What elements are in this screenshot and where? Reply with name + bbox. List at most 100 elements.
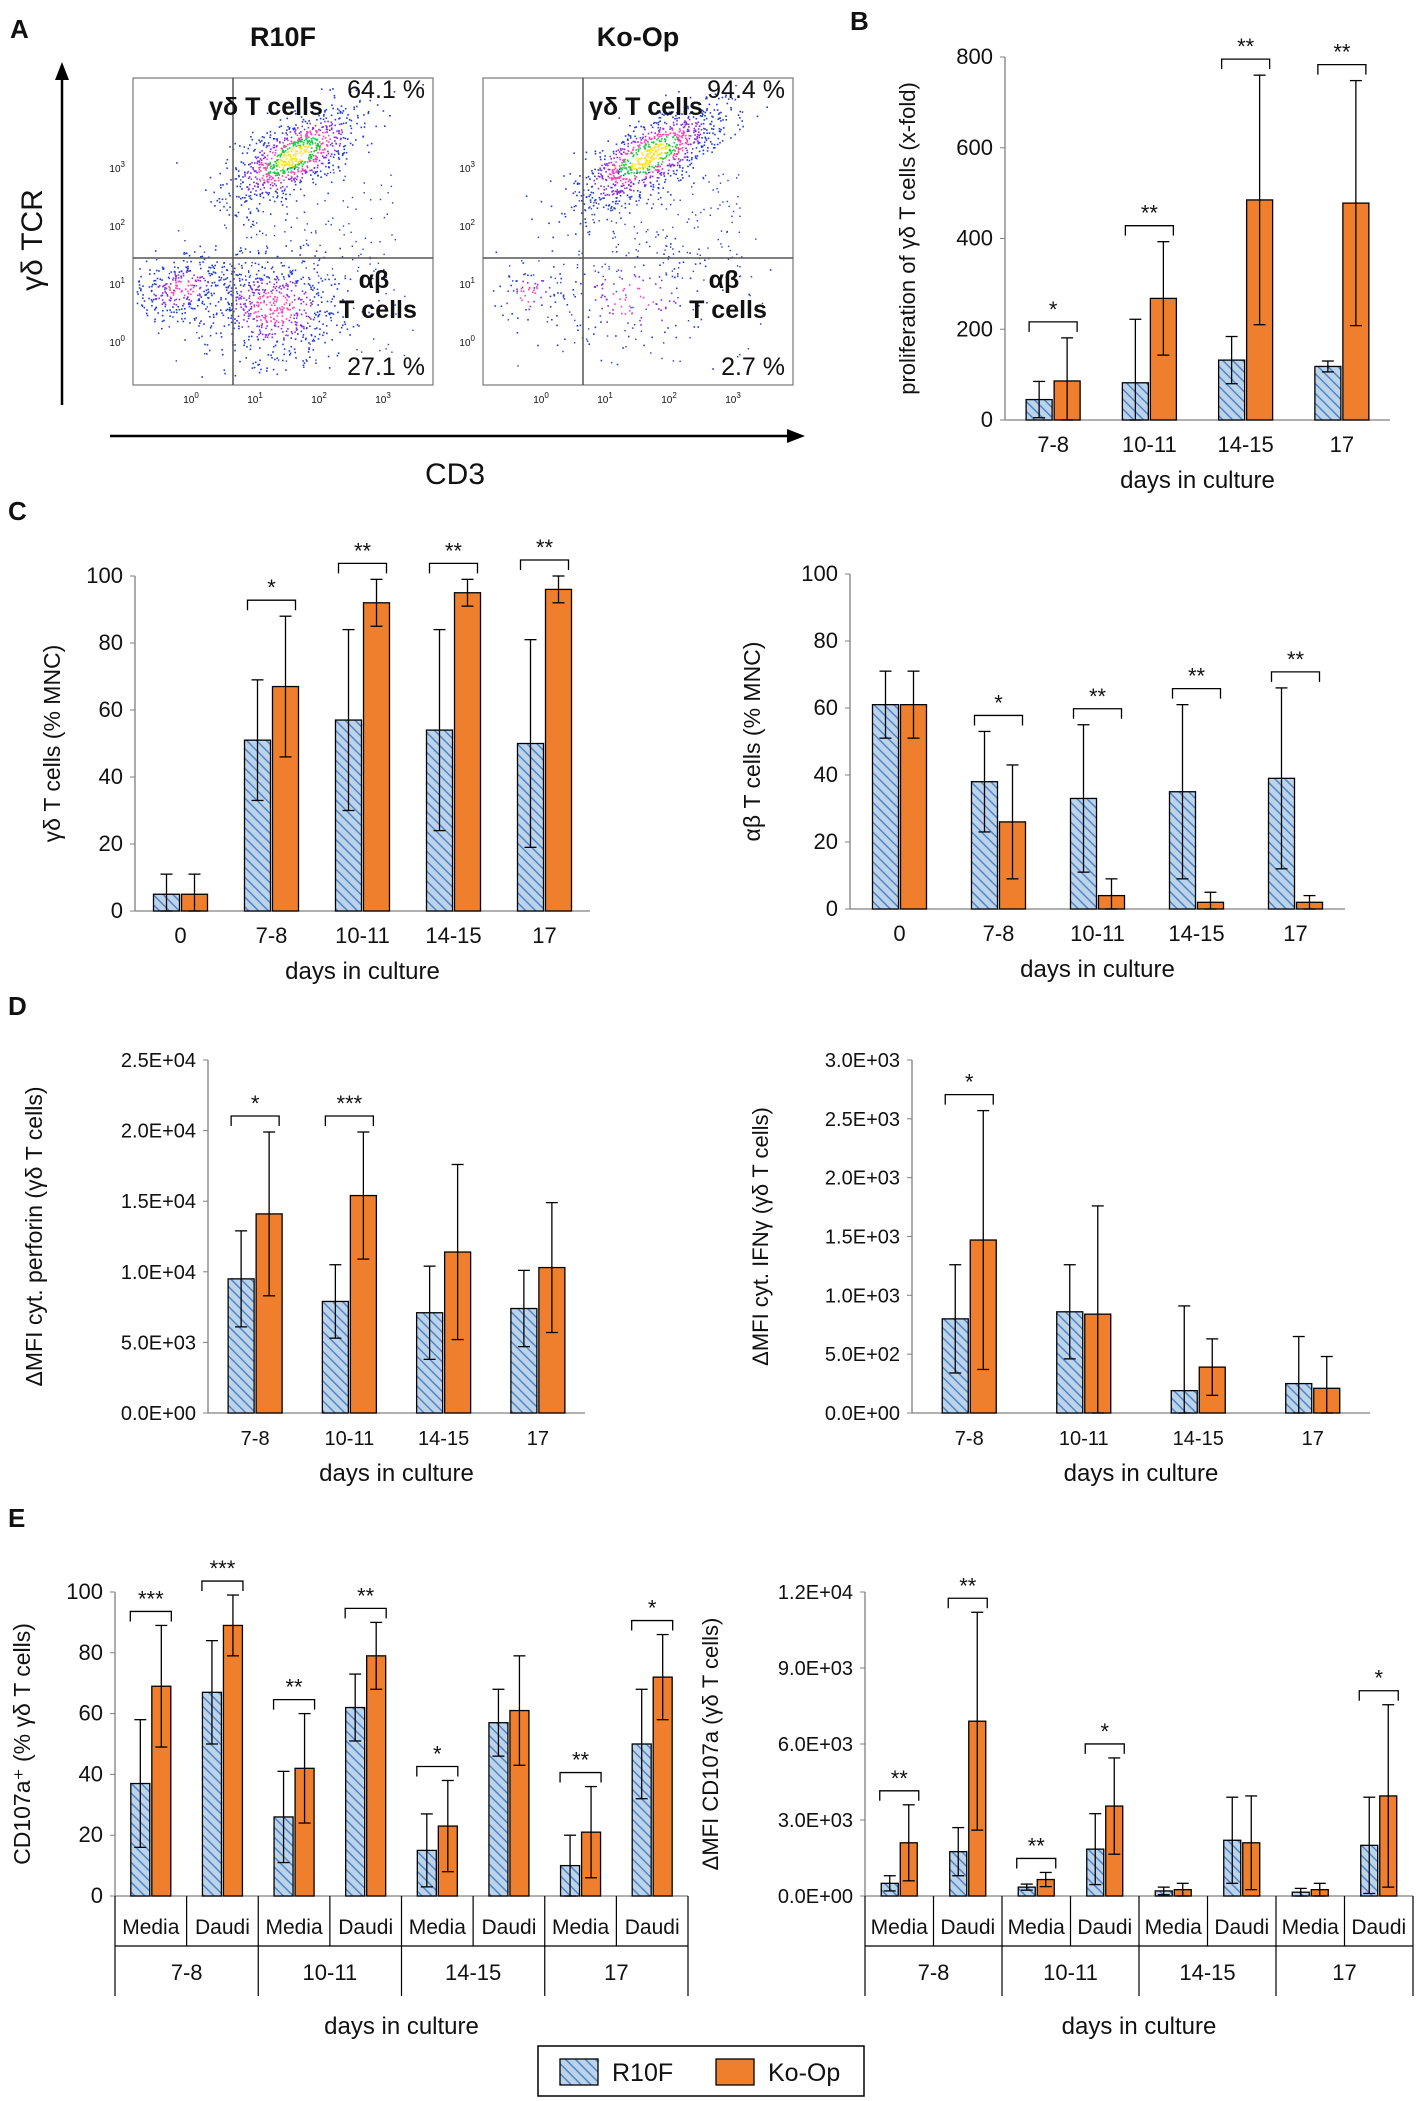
event-dot xyxy=(275,285,278,288)
event-dot xyxy=(699,262,701,265)
significance-bracket xyxy=(1072,708,1123,719)
event-dot xyxy=(601,176,603,179)
event-dot xyxy=(270,178,273,181)
event-dot xyxy=(274,154,276,156)
event-dot xyxy=(175,309,178,311)
event-dot xyxy=(276,299,278,301)
event-dot xyxy=(227,285,230,288)
event-dot xyxy=(620,270,623,272)
event-dot xyxy=(258,252,260,254)
event-dot xyxy=(698,134,700,137)
event-dot xyxy=(225,278,227,280)
event-dot xyxy=(659,133,662,136)
y-tick-label: 9.0E+03 xyxy=(778,1658,853,1680)
event-dot xyxy=(291,332,294,335)
event-dot xyxy=(307,131,309,134)
event-dot xyxy=(240,161,243,163)
event-dot xyxy=(725,119,728,121)
event-dot xyxy=(251,261,253,264)
event-dot xyxy=(287,334,289,337)
event-dot xyxy=(299,324,302,326)
event-dot xyxy=(573,209,575,212)
event-dot xyxy=(624,313,627,315)
significance-mark: ** xyxy=(354,538,372,563)
y-tick-label: 2.5E+04 xyxy=(121,1050,196,1072)
event-dot xyxy=(207,280,209,283)
event-dot xyxy=(627,322,629,324)
event-dot xyxy=(748,293,750,296)
event-dot xyxy=(387,343,390,346)
event-dot xyxy=(292,171,294,173)
event-dot xyxy=(265,315,268,318)
event-dot xyxy=(618,156,621,159)
event-dot xyxy=(619,175,621,178)
event-dot xyxy=(308,151,311,154)
event-dot xyxy=(636,255,639,258)
event-dot xyxy=(741,120,743,122)
event-dot xyxy=(169,309,171,311)
event-dot xyxy=(662,262,665,264)
event-dot xyxy=(280,200,283,203)
event-dot xyxy=(378,299,380,302)
event-dot xyxy=(325,117,328,119)
event-dot xyxy=(642,279,644,282)
x-tick-label: 10-11 xyxy=(1070,921,1125,946)
event-dot xyxy=(623,165,625,167)
event-dot xyxy=(717,208,719,210)
event-dot xyxy=(316,131,318,134)
event-dot xyxy=(569,311,571,313)
event-dot xyxy=(262,211,264,213)
event-dot xyxy=(270,316,272,318)
event-dot xyxy=(366,144,369,147)
event-dot xyxy=(295,113,297,115)
event-dot xyxy=(627,335,630,338)
event-dot xyxy=(276,307,278,309)
event-dot xyxy=(276,340,279,343)
event-dot xyxy=(661,279,663,282)
event-dot xyxy=(346,328,349,331)
event-dot xyxy=(243,314,246,316)
event-dot xyxy=(263,167,265,169)
event-dot xyxy=(244,173,246,176)
event-dot xyxy=(593,202,595,204)
event-dot xyxy=(201,376,203,378)
event-dot xyxy=(221,271,223,273)
x-tick-label: 14-15 xyxy=(425,923,481,948)
event-dot xyxy=(601,150,604,152)
event-dot xyxy=(690,158,693,161)
event-dot xyxy=(240,249,243,252)
event-dot xyxy=(627,149,629,152)
event-dot xyxy=(138,281,140,283)
event-dot xyxy=(227,292,230,295)
event-dot xyxy=(650,352,652,354)
event-dot xyxy=(625,346,627,348)
event-dot xyxy=(613,192,615,195)
event-dot xyxy=(641,157,643,159)
event-dot xyxy=(250,307,253,310)
event-dot xyxy=(593,213,596,216)
event-dot xyxy=(619,298,621,300)
event-dot xyxy=(660,143,662,145)
event-dot xyxy=(141,305,144,307)
event-dot xyxy=(714,93,717,95)
event-dot xyxy=(617,269,620,271)
y-tick-label: 2.5E+03 xyxy=(825,1109,900,1131)
event-dot xyxy=(672,136,675,138)
event-dot xyxy=(342,298,344,301)
event-dot xyxy=(681,170,684,172)
event-dot xyxy=(683,106,686,109)
event-dot xyxy=(525,309,527,311)
event-dot xyxy=(692,116,695,118)
event-dot xyxy=(573,294,575,296)
event-dot xyxy=(648,152,651,155)
event-dot xyxy=(647,149,649,151)
event-dot xyxy=(639,295,642,298)
event-dot xyxy=(290,136,293,139)
event-dot xyxy=(312,137,314,139)
event-dot xyxy=(729,90,732,92)
event-dot xyxy=(230,309,232,311)
event-dot xyxy=(266,163,268,165)
event-dot xyxy=(367,110,370,113)
event-dot xyxy=(581,212,583,214)
event-dot xyxy=(291,250,293,252)
